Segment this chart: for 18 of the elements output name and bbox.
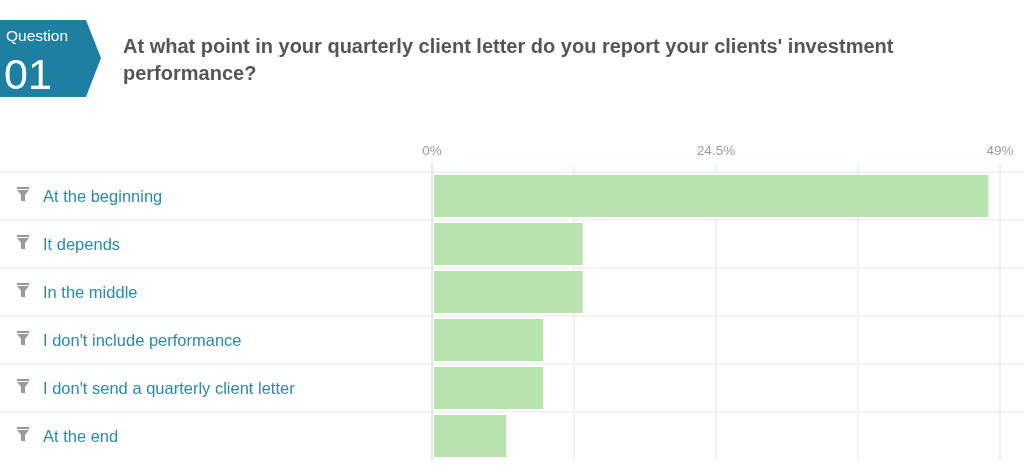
x-tick-label: 49% — [986, 143, 1014, 158]
y-tick-label: I don't send a quarterly client letter — [43, 379, 296, 397]
chart-title: At what point in your quarterly client letter do you report your clients' investment performance? — [123, 35, 894, 84]
x-tick-label: 0% — [422, 143, 442, 158]
bar — [434, 271, 583, 313]
x-tick-label: 24.5% — [696, 143, 736, 158]
bar — [434, 367, 544, 409]
bar — [434, 223, 583, 265]
y-tick-label: In the middle — [43, 283, 138, 301]
y-tick-label: At the beginning — [43, 187, 163, 205]
bar — [434, 175, 989, 217]
y-tick-label: At the end — [43, 427, 119, 445]
text: 01 — [4, 50, 52, 98]
text: Question — [6, 27, 69, 44]
y-tick-label: I don't include performance — [43, 331, 242, 349]
bar — [434, 319, 544, 361]
bar — [434, 415, 507, 457]
y-tick-label: It depends — [43, 235, 121, 253]
